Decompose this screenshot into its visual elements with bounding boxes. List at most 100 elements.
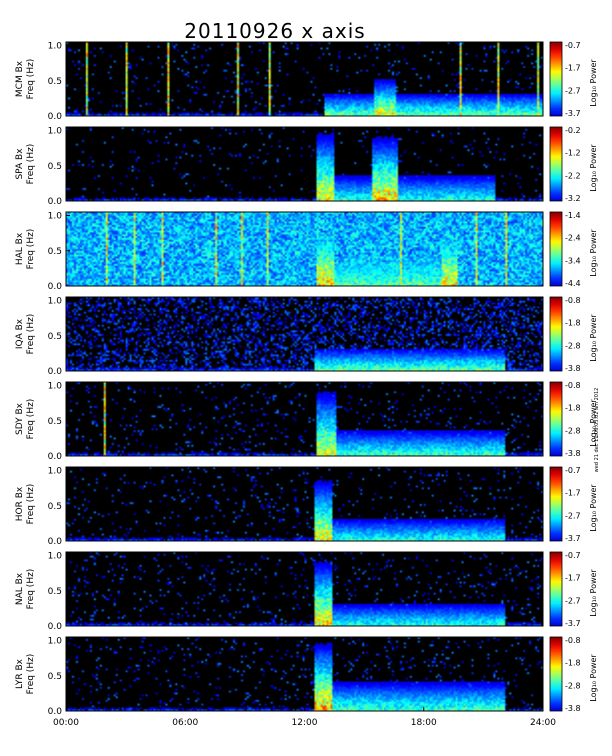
x-tick-label: 18:00 (411, 718, 437, 728)
y-tick-label: 0.0 (48, 112, 63, 122)
panel-frame (65, 466, 544, 542)
colorbar-tick-label: -1.7 (565, 574, 581, 583)
panel-frame (65, 551, 544, 627)
y-tick-label: 0.0 (48, 282, 63, 292)
colorbar-tick-label: -1.4 (565, 211, 581, 220)
colorbar-tick-label: -3.8 (565, 704, 581, 713)
panel-frame (65, 211, 544, 287)
y-tick-label: 1.0 (48, 42, 63, 52)
colorbar (549, 381, 563, 457)
station-label: MCM Bx (15, 60, 25, 97)
x-tick-label: 00:00 (53, 718, 79, 728)
y-tick-label: 1.0 (48, 467, 63, 477)
colorbar-label: Log₁₀ Power (589, 484, 598, 532)
colorbar-label: Log₁₀ Power (589, 144, 598, 192)
y-tick-label: 0.0 (48, 707, 63, 717)
y-tick-label: 0.5 (48, 247, 62, 257)
colorbar-tick-label: -3.7 (565, 619, 581, 628)
y-tick-label: 0.0 (48, 452, 63, 462)
y-tick-label: 0.5 (48, 77, 62, 87)
colorbar-tick-label: -0.2 (565, 126, 581, 135)
colorbar-tick-label: -0.8 (565, 296, 581, 305)
panel-frame (65, 381, 544, 457)
panel-hal: 1.0 0.5 0.0 HAL Bx Freq (Hz) -1.4 -2.4 -3.4 -4.4… (15, 211, 598, 292)
spectrogram-image (66, 212, 543, 286)
y-tick-label: 1.0 (48, 552, 63, 562)
colorbar-tick-label: -2.7 (565, 511, 581, 520)
y-axis-label: Freq (Hz) (26, 144, 36, 185)
colorbar (549, 466, 563, 542)
station-label: LYR Bx (15, 658, 25, 689)
colorbar-tick-label: -3.8 (565, 364, 581, 373)
colorbar-tick-label: -1.8 (565, 404, 581, 413)
colorbar (549, 636, 563, 712)
colorbar-tick-label: -1.2 (565, 149, 581, 158)
colorbar-tick-label: -0.7 (565, 551, 581, 560)
station-label: HAL Bx (15, 232, 25, 265)
colorbar (549, 296, 563, 372)
colorbar-tick-label: -0.8 (565, 381, 581, 390)
colorbar-label: Log₁₀ Power (589, 654, 598, 702)
colorbar-tick-label: -2.7 (565, 596, 581, 605)
colorbar-tick-label: -3.2 (565, 194, 581, 203)
colorbar-label: Log₁₀ Power (589, 314, 598, 362)
spectrogram-image (66, 382, 543, 456)
colorbar-tick-label: -3.4 (565, 256, 581, 265)
y-tick-label: 1.0 (48, 212, 63, 222)
panel-frame (65, 41, 544, 117)
station-label: SDY Bx (15, 402, 25, 435)
y-tick-label: 0.5 (48, 162, 62, 172)
x-tick-label: 06:00 (172, 718, 198, 728)
colorbar-tick-label: -2.8 (565, 426, 581, 435)
colorbar (549, 126, 563, 202)
spectrogram-image (66, 467, 543, 541)
y-tick-label: 0.5 (48, 587, 62, 597)
panel-frame (65, 126, 544, 202)
panel-hor: 1.0 0.5 0.0 HOR Bx Freq (Hz) -0.7 -1.7 -2.7 -3.7… (15, 466, 598, 547)
y-axis-label: Freq (Hz) (26, 484, 36, 525)
y-axis-label: Freq (Hz) (26, 314, 36, 355)
colorbar (549, 211, 563, 287)
colorbar-tick-label: -2.8 (565, 341, 581, 350)
spectrogram-image (66, 42, 543, 116)
spectrogram-image (66, 297, 543, 371)
colorbar-tick-label: -1.7 (565, 64, 581, 73)
y-tick-label: 0.0 (48, 622, 63, 632)
colorbar-tick-label: -1.8 (565, 319, 581, 328)
panel-iqa: 1.0 0.5 0.0 IQA Bx Freq (Hz) -0.8 -1.8 -2.8 -3.8… (15, 296, 598, 377)
spectrogram-image (66, 637, 543, 711)
side-timestamp: wed 21 dec 11 06:03:02 am 2012 (594, 388, 600, 473)
y-tick-label: 1.0 (48, 382, 63, 392)
spectrogram-image (66, 552, 543, 626)
spectrogram-image (66, 127, 543, 201)
colorbar-tick-label: -0.7 (565, 466, 581, 475)
colorbar (549, 551, 563, 627)
colorbar-tick-label: -2.8 (565, 681, 581, 690)
y-tick-label: 0.0 (48, 367, 63, 377)
panel-lyr: 1.0 0.5 0.0 LYR Bx Freq (Hz) -0.8 -1.8 -2.8 -3.8… (15, 636, 598, 717)
panel-spa: 1.0 0.5 0.0 SPA Bx Freq (Hz) -0.2 -1.2 -2.2 -3.2… (15, 126, 598, 207)
panel-sdy: 1.0 0.5 0.0 SDY Bx Freq (Hz) -0.8 -1.8 -2.8 -3.8… (15, 381, 598, 462)
y-tick-label: 0.5 (48, 332, 62, 342)
colorbar-label: Log₁₀ Power (589, 399, 598, 447)
y-tick-label: 0.5 (48, 417, 62, 427)
panel-nal: 1.0 0.5 0.0 NAL Bx Freq (Hz) -0.7 -1.7 -2.7 -3.7… (15, 551, 598, 632)
y-axis-label: Freq (Hz) (26, 569, 36, 610)
colorbar-tick-label: -4.4 (565, 279, 581, 288)
y-tick-label: 0.0 (48, 537, 63, 547)
colorbar-label: Log₁₀ Power (589, 59, 598, 107)
station-label: SPA Bx (15, 148, 25, 180)
x-tick-label: 24:00 (530, 718, 556, 728)
colorbar-tick-label: -3.7 (565, 109, 581, 118)
y-axis-label: Freq (Hz) (26, 59, 36, 100)
colorbar-tick-label: -0.7 (565, 41, 581, 50)
panel-mcm: 1.0 0.5 0.0 MCM Bx Freq (Hz) -0.7 -1.7 -2.7 -3.7… (15, 41, 598, 122)
colorbar-label: Log₁₀ Power (589, 569, 598, 617)
y-tick-label: 0.5 (48, 502, 62, 512)
y-tick-label: 1.0 (48, 637, 63, 647)
colorbar-tick-label: -2.2 (565, 171, 581, 180)
colorbar-tick-label: -1.8 (565, 659, 581, 668)
y-axis-label: Freq (Hz) (26, 399, 36, 440)
panel-frame (65, 296, 544, 372)
